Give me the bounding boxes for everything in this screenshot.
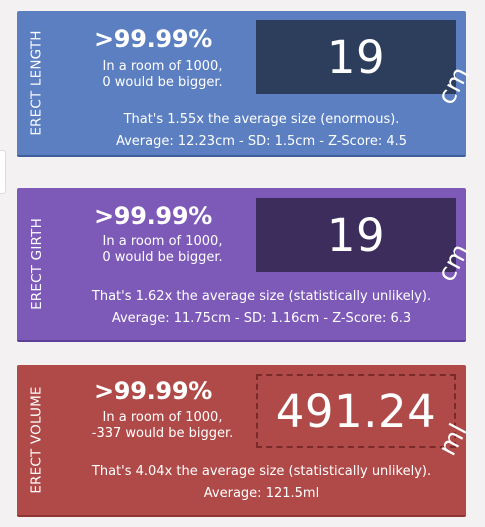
card-side-label: ERECT GIRTH [17, 188, 57, 340]
card-side-label: ERECT VOLUME [17, 365, 57, 515]
card-title: ERECT VOLUME [29, 386, 45, 494]
value-box: 19 [256, 198, 456, 272]
value-box: 491.24 [256, 374, 456, 448]
value-box: 19 [256, 20, 456, 94]
room-count-text: In a room of 1000, 0 would be bigger. [102, 234, 223, 265]
erect-length-card: ERECT LENGTH >99.99% In a room of 1000, … [17, 11, 475, 157]
percentile: >99.99% [94, 202, 212, 230]
percentile: >99.99% [94, 377, 212, 405]
room-count-text: In a room of 1000, -337 would be bigger. [91, 410, 234, 441]
percentile: >99.99% [94, 25, 212, 53]
side-panel-tab[interactable] [0, 150, 6, 194]
comparison-text: That's 4.04x the average size (statistic… [91, 464, 432, 479]
comparison-text: That's 1.55x the average size (enormous)… [123, 112, 400, 127]
card-title: ERECT GIRTH [29, 218, 45, 310]
stats-text: Average: 121.5ml [203, 486, 320, 501]
erect-volume-card: ERECT VOLUME >99.99% In a room of 1000, … [17, 365, 473, 517]
comparison-text: That's 1.62x the average size (statistic… [91, 289, 432, 304]
erect-girth-card: ERECT GIRTH >99.99% In a room of 1000, 0… [17, 188, 475, 342]
room-count-text: In a room of 1000, 0 would be bigger. [102, 59, 223, 90]
stats-text: Average: 12.23cm - SD: 1.5cm - Z-Score: … [115, 134, 408, 149]
card-side-label: ERECT LENGTH [17, 11, 57, 155]
card-title: ERECT LENGTH [29, 30, 45, 136]
stats-text: Average: 11.75cm - SD: 1.16cm - Z-Score:… [111, 311, 412, 326]
